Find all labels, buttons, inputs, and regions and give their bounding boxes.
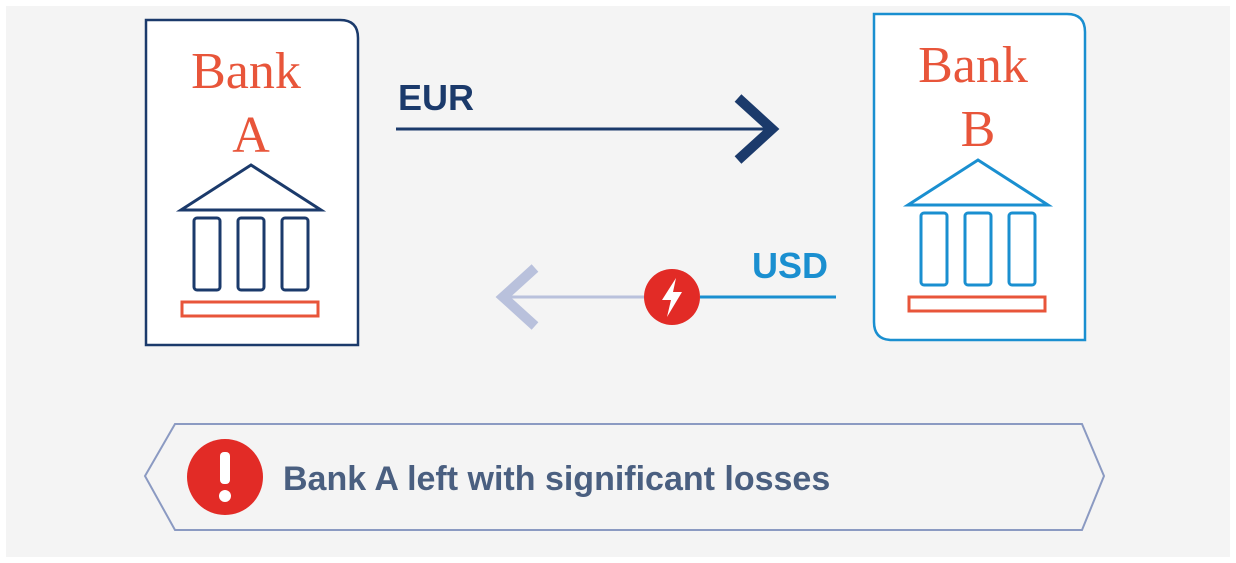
eur-label: EUR bbox=[398, 77, 474, 118]
bank-a-card bbox=[144, 18, 360, 347]
bank-a-label: Bank bbox=[191, 43, 301, 100]
usd-label: USD bbox=[752, 245, 828, 286]
alert-dot bbox=[219, 490, 231, 502]
message-text: Bank A left with significant losses bbox=[283, 460, 830, 498]
usd-arrow-head bbox=[495, 264, 539, 330]
eur-arrow-head bbox=[734, 94, 780, 164]
lightning bbox=[662, 278, 682, 317]
bank-a-letter: A bbox=[232, 107, 270, 164]
bank-a-base bbox=[180, 300, 320, 318]
bank-b-card bbox=[872, 12, 1087, 342]
bank-a-icon bbox=[175, 163, 327, 292]
message-banner bbox=[143, 423, 1106, 531]
bank-b-base bbox=[907, 295, 1047, 313]
bank-b-icon bbox=[902, 158, 1054, 287]
alert-bar bbox=[220, 452, 230, 484]
bank-b-label: Bank bbox=[918, 37, 1028, 94]
bank-b-letter: B bbox=[961, 101, 996, 158]
